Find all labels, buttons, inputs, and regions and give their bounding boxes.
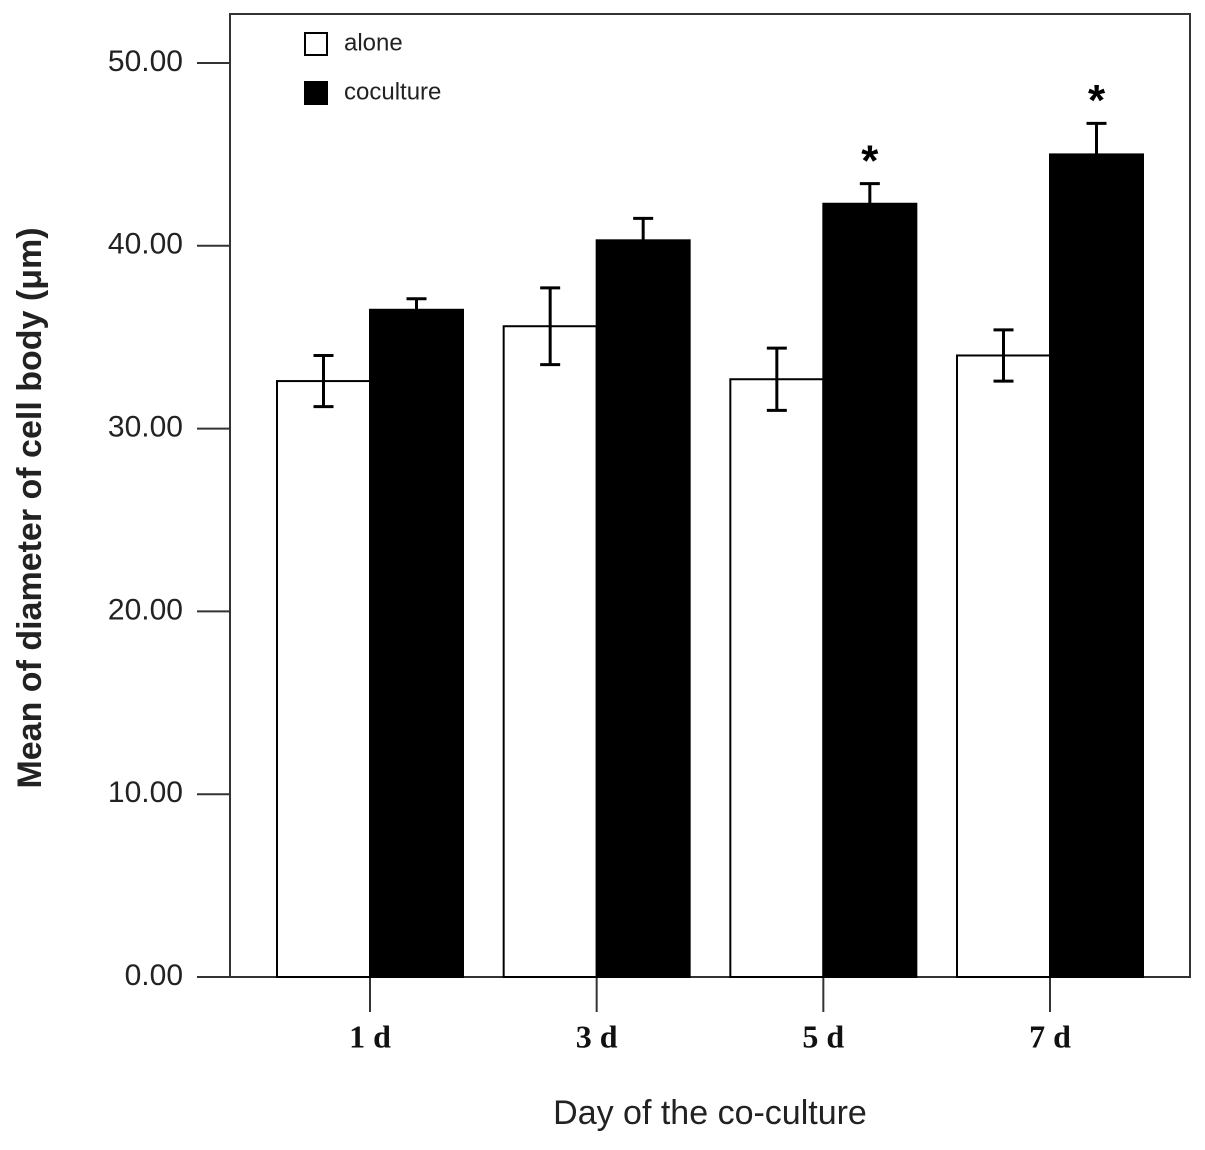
error-bar [313, 353, 334, 409]
error-bar [766, 346, 787, 412]
plot-frame [229, 13, 1191, 978]
error-bar [859, 182, 880, 226]
bar [595, 239, 691, 979]
y-tick-label: 10.00 [108, 776, 183, 809]
x-tick-label: 5 d [802, 1018, 844, 1054]
bar [276, 380, 371, 978]
error-bar [633, 216, 654, 264]
legend-label: alone [344, 29, 403, 56]
error-bar [1086, 121, 1107, 187]
significance-mark: * [861, 136, 879, 185]
error-bar [540, 286, 561, 367]
bar [502, 325, 598, 978]
y-axis-title: Mean of diameter of cell body (μm) [11, 227, 49, 788]
bar [729, 378, 825, 978]
legend-swatch [304, 32, 328, 56]
y-tick-label: 50.00 [108, 45, 183, 78]
y-tick-label: 0.00 [125, 959, 183, 992]
y-tick-label: 30.00 [108, 411, 183, 444]
y-tick-label: 20.00 [108, 593, 183, 626]
error-bar [406, 297, 427, 323]
legend-swatch [304, 81, 328, 105]
bar [369, 308, 464, 978]
bar [956, 354, 1051, 979]
bar [822, 202, 918, 979]
x-axis-title: Day of the co-culture [553, 1094, 867, 1132]
significance-mark: * [1088, 76, 1106, 125]
bar [1049, 153, 1144, 978]
y-tick-label: 40.00 [108, 228, 183, 261]
legend-label: coculture [344, 78, 441, 105]
x-tick-label: 7 d [1029, 1018, 1071, 1054]
x-tick-label: 1 d [349, 1018, 391, 1054]
error-bar [993, 328, 1014, 383]
x-tick-label: 3 d [576, 1018, 618, 1054]
